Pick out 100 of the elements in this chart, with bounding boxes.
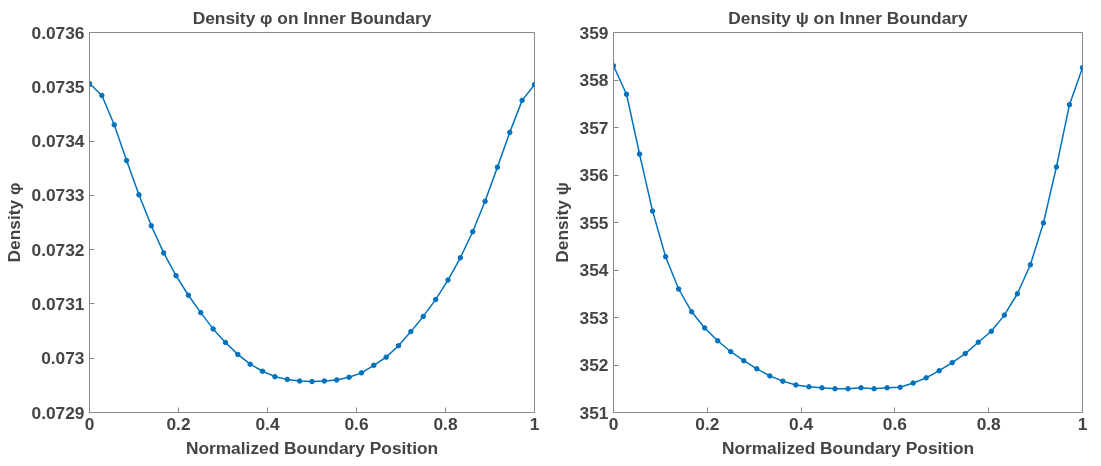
point	[160, 250, 167, 256]
point	[793, 382, 799, 388]
point	[728, 348, 734, 355]
point	[1040, 220, 1047, 226]
point	[741, 357, 747, 364]
point	[321, 378, 328, 384]
y-tick-label: 353	[579, 307, 609, 328]
point	[469, 228, 476, 235]
point	[884, 385, 890, 391]
point	[507, 129, 513, 136]
x-tick-label: 0.8	[976, 413, 1002, 434]
point	[432, 296, 439, 303]
x-tick-label: 1	[1077, 413, 1088, 434]
point	[936, 367, 942, 374]
point	[767, 373, 773, 379]
point	[1014, 291, 1021, 297]
x-axis-title: Normalized Boundary Position	[185, 437, 439, 458]
y-tick-label: 0.0736	[31, 22, 85, 43]
point	[346, 374, 352, 380]
point	[780, 378, 786, 384]
x-tick-label: 0.4	[255, 413, 280, 434]
point	[910, 380, 916, 386]
y-tick-label: 354	[579, 260, 609, 280]
y-axis-title: Density φ	[3, 182, 24, 263]
y-axis-title: Density ψ	[551, 182, 572, 263]
point	[210, 326, 216, 332]
point	[806, 384, 812, 390]
point	[623, 91, 630, 97]
x-tick-label: 0	[608, 413, 619, 434]
chart-title: Density φ on Inner Boundary	[192, 7, 432, 28]
point	[897, 384, 903, 391]
point	[975, 339, 982, 345]
x-tick-label: 0.2	[695, 413, 720, 434]
y-tick-label: 357	[579, 117, 609, 138]
point	[333, 377, 340, 383]
point	[111, 122, 117, 128]
x-tick-label: 0	[84, 413, 95, 434]
point	[688, 309, 695, 315]
y-tick-label: 352	[579, 355, 609, 375]
point	[1053, 164, 1060, 170]
point	[949, 359, 955, 366]
point	[845, 386, 851, 392]
point	[235, 351, 241, 358]
point	[284, 376, 291, 383]
y-tick-label: 0.0732	[31, 239, 85, 260]
y-tick-label: 0.0729	[31, 402, 85, 423]
point	[714, 338, 721, 344]
point	[1001, 312, 1008, 318]
y-tick-label: 359	[579, 22, 609, 43]
x-tick-label: 0.6	[882, 413, 908, 434]
point	[395, 342, 402, 349]
point	[819, 385, 825, 391]
point	[309, 378, 315, 385]
point	[988, 328, 995, 335]
point	[383, 354, 389, 360]
y-tick-label: 351	[579, 402, 609, 423]
x-axis-title: Normalized Boundary Position	[721, 437, 975, 458]
point	[358, 370, 365, 376]
point	[649, 208, 656, 214]
point	[247, 361, 253, 367]
point	[482, 198, 488, 205]
point	[408, 328, 414, 335]
point	[173, 272, 179, 279]
point	[99, 92, 105, 99]
point	[457, 255, 464, 261]
x-tick-label: 1	[529, 413, 540, 434]
point	[123, 157, 130, 164]
y-tick-label: 0.0731	[31, 293, 85, 314]
point	[923, 375, 929, 381]
point	[871, 386, 877, 392]
point	[675, 286, 682, 292]
y-tick-label: 356	[579, 165, 609, 185]
point	[1066, 101, 1073, 108]
chart-title: Density ψ on Inner Boundary	[728, 7, 969, 28]
point	[185, 292, 192, 298]
y-tick-label: 0.073	[41, 348, 85, 369]
point	[519, 97, 525, 104]
point	[296, 378, 303, 384]
x-tick-label: 0.4	[789, 413, 814, 434]
point	[136, 192, 142, 198]
y-tick-label: 0.0735	[31, 76, 85, 97]
y-tick-label: 0.0734	[31, 131, 85, 152]
point	[222, 339, 229, 346]
point	[1027, 262, 1034, 268]
x-tick-label: 0.8	[433, 413, 458, 434]
point	[371, 362, 377, 369]
y-tick-label: 358	[579, 70, 609, 90]
point	[613, 63, 617, 69]
y-tick-label: 355	[579, 212, 609, 233]
point	[832, 386, 838, 392]
x-tick-label: 0.6	[344, 413, 369, 434]
point	[420, 313, 426, 320]
point	[858, 385, 864, 391]
point	[445, 277, 451, 283]
point	[494, 164, 501, 170]
point	[198, 309, 204, 316]
point	[148, 223, 155, 229]
point	[701, 325, 708, 331]
point	[662, 253, 669, 260]
y-tick-label: 0.0733	[31, 185, 85, 206]
